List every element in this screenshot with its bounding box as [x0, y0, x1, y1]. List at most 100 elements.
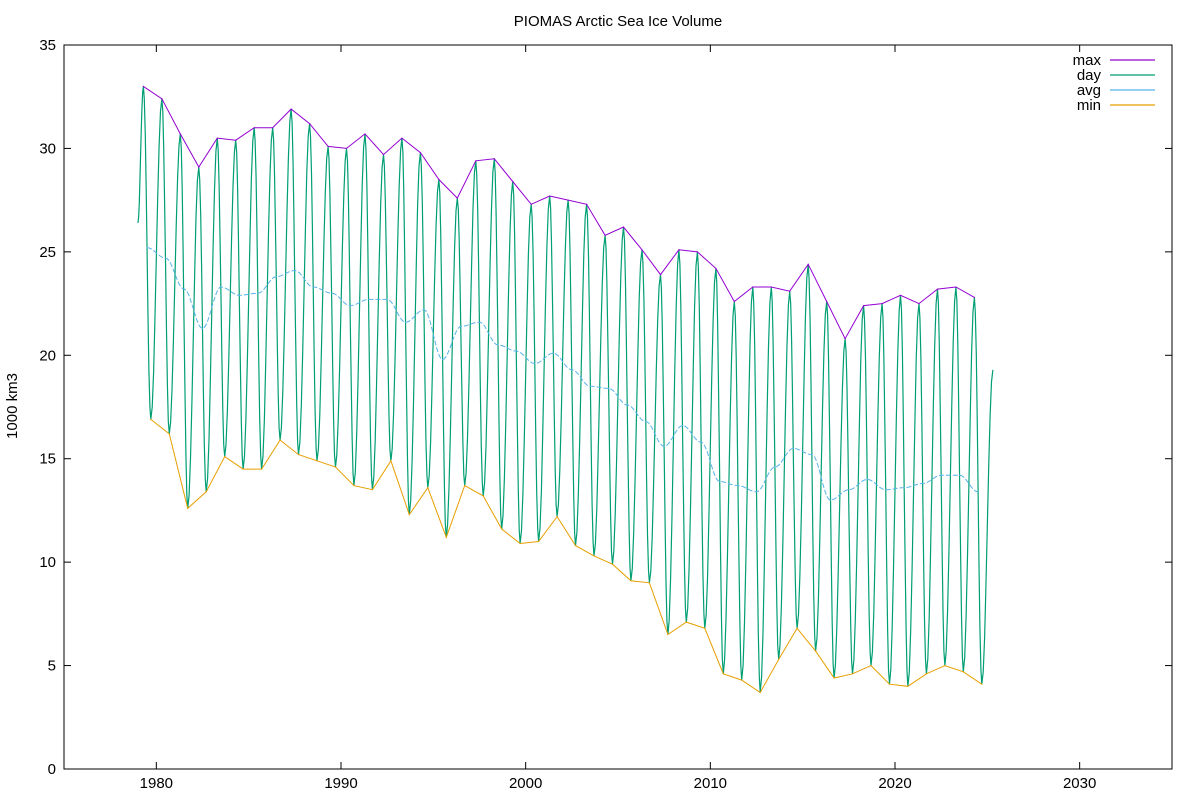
series-min-point: [833, 677, 835, 679]
series-min: [150, 418, 983, 694]
y-tick-label: 5: [48, 658, 56, 675]
series-max-point: [586, 203, 588, 205]
series-min-point: [981, 683, 983, 685]
series-max: [142, 85, 976, 340]
series-min-point: [537, 540, 540, 543]
series-avg-point: [940, 474, 942, 476]
legend-label-max: max: [1073, 52, 1102, 69]
series-avg-point: [275, 276, 277, 278]
series-avg-point: [608, 387, 610, 389]
series-min-point: [205, 491, 207, 493]
series-avg-point: [405, 321, 407, 323]
series-avg-point: [663, 445, 665, 447]
series-avg-point: [515, 350, 518, 352]
series-avg-point: [146, 247, 148, 249]
series-max-point: [216, 137, 218, 139]
series-min-point: [630, 580, 632, 582]
series-avg-point: [534, 362, 536, 365]
x-tick-label: 1990: [324, 775, 357, 792]
x-tick-label: 2000: [509, 775, 542, 792]
series-max-point: [752, 286, 754, 288]
series-avg-point: [959, 474, 961, 476]
series-avg-line: [147, 247, 979, 501]
series-max-point: [290, 108, 292, 110]
series-max-point: [401, 137, 403, 139]
legend-label-min: min: [1077, 97, 1101, 114]
series-min-point: [150, 418, 152, 421]
x-tick-label: 1980: [140, 775, 173, 792]
series-max-point: [844, 338, 846, 340]
x-tick-label: 2020: [878, 775, 911, 792]
series-min-point: [187, 507, 189, 509]
series-min-point: [944, 664, 946, 667]
series-min-point: [667, 633, 669, 636]
series-day-line: [137, 86, 994, 693]
series-max-point: [419, 151, 422, 154]
series-max-point: [567, 199, 569, 201]
series-max-point: [936, 288, 939, 290]
series-max-point: [253, 127, 255, 129]
series-avg-point: [829, 499, 831, 501]
series-max-point: [364, 133, 366, 135]
series-max-point: [438, 178, 440, 181]
series-min-point: [851, 673, 854, 675]
x-tick-label: 2030: [1063, 775, 1096, 792]
series-avg-point: [460, 325, 462, 327]
series-avg-point: [792, 447, 795, 449]
series-max-point: [863, 305, 865, 307]
series-min-point: [464, 485, 466, 487]
series-min-point: [741, 679, 743, 681]
series-avg-point: [589, 385, 591, 387]
series-max-point: [733, 300, 735, 303]
series-avg-point: [257, 292, 259, 294]
series-avg-point: [571, 369, 573, 371]
series-min-point: [168, 433, 170, 435]
series-min-point: [353, 485, 355, 487]
series-min-point: [242, 468, 244, 470]
series-avg-point: [755, 491, 758, 493]
series-max-point: [881, 302, 883, 305]
y-tick-label: 15: [39, 451, 56, 468]
series-max-point: [179, 133, 181, 135]
y-axis-label: 1000 km3: [4, 373, 21, 439]
series-min-point: [593, 555, 595, 557]
series-max-point: [327, 145, 329, 147]
chart-title: PIOMAS Arctic Sea Ice Volume: [514, 13, 722, 30]
y-tick-label: 25: [39, 244, 56, 261]
series-max-point: [715, 267, 717, 270]
series-max-point: [549, 195, 551, 197]
series-min-point: [814, 650, 817, 652]
series-max-point: [530, 203, 532, 205]
series-max-point: [604, 234, 606, 236]
series-max-point: [918, 302, 920, 305]
series-min-point: [224, 456, 226, 458]
series-avg-point: [497, 344, 499, 346]
series-avg-point: [645, 420, 647, 423]
series-avg-point: [977, 491, 979, 493]
series-max-point: [678, 249, 680, 251]
series-max-point: [198, 166, 200, 168]
series-min-point: [796, 627, 798, 629]
series-min-point: [427, 487, 429, 489]
series-avg-point: [441, 358, 444, 361]
series-min-point: [611, 563, 614, 565]
series-min-point: [445, 536, 447, 538]
y-tick-label: 30: [39, 140, 56, 157]
series-min-point: [759, 691, 761, 694]
series-min-point: [870, 664, 872, 667]
y-tick-label: 35: [39, 37, 56, 54]
series-avg-point: [903, 487, 905, 489]
series-max-point: [456, 197, 458, 199]
legend-label-avg: avg: [1077, 82, 1101, 99]
series-min-point: [316, 460, 318, 462]
series-max-point: [272, 127, 274, 129]
series-min-point: [907, 685, 909, 687]
series-min-point: [390, 460, 392, 462]
series-max-point: [641, 249, 643, 251]
series-avg-point: [700, 441, 702, 443]
series-max-point: [826, 300, 828, 303]
series-max-point: [659, 274, 662, 276]
series-avg-point: [811, 453, 813, 456]
